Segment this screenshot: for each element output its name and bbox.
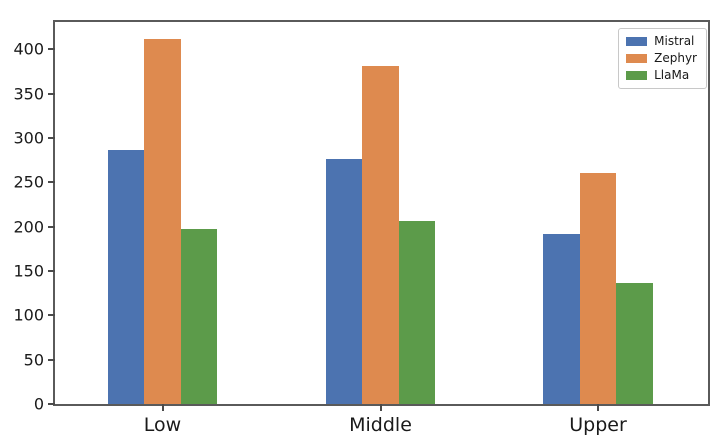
legend-item-llama: LlaMa <box>626 68 697 83</box>
y-tick-mark <box>48 48 55 51</box>
y-tick-mark <box>48 270 55 273</box>
y-tick-mark <box>48 225 55 228</box>
plot-area <box>53 20 710 406</box>
bar-llama-upper <box>616 282 653 404</box>
y-tick-label: 150 <box>13 261 44 281</box>
y-tick-label: 100 <box>13 305 44 325</box>
bar-mistral-middle <box>325 159 363 404</box>
y-tick-label: 50 <box>23 350 44 370</box>
y-tick-label: 0 <box>33 394 44 414</box>
bar-llama-middle <box>398 221 436 404</box>
y-tick-mark <box>48 403 55 405</box>
y-tick-mark <box>48 314 55 317</box>
y-tick-label: 200 <box>13 217 44 237</box>
x-tick-mark <box>597 404 599 411</box>
x-tick-mark <box>379 404 382 411</box>
bar-mistral-upper <box>543 233 580 404</box>
y-tick-mark <box>48 92 55 95</box>
y-tick-mark <box>48 358 55 361</box>
legend: Mistral Zephyr LlaMa <box>618 28 707 89</box>
legend-swatch-mistral-icon <box>626 37 648 46</box>
bar-llama-low <box>180 228 218 404</box>
y-tick-label: 350 <box>13 84 44 104</box>
bar-zephyr-upper <box>579 172 617 404</box>
y-tick-label: 400 <box>13 39 44 59</box>
x-tick-label-upper: Upper <box>569 414 627 436</box>
legend-label-zephyr: Zephyr <box>654 51 697 65</box>
x-tick-mark <box>161 404 164 411</box>
legend-label-mistral: Mistral <box>654 34 695 48</box>
bar-zephyr-low <box>144 38 181 404</box>
y-tick-mark <box>48 181 55 184</box>
legend-swatch-llama-icon <box>626 71 648 80</box>
bar-mistral-low <box>107 149 145 404</box>
legend-item-mistral: Mistral <box>626 34 697 49</box>
legend-swatch-zephyr-icon <box>626 54 648 63</box>
y-tick-label: 300 <box>13 128 44 148</box>
x-tick-label-low: Low <box>143 414 182 436</box>
legend-label-llama: LlaMa <box>654 68 690 82</box>
legend-item-zephyr: Zephyr <box>626 51 697 66</box>
y-tick-mark <box>48 137 55 140</box>
y-tick-label: 250 <box>13 172 44 192</box>
bar-zephyr-middle <box>362 66 399 404</box>
x-tick-label-middle: Middle <box>349 414 412 436</box>
